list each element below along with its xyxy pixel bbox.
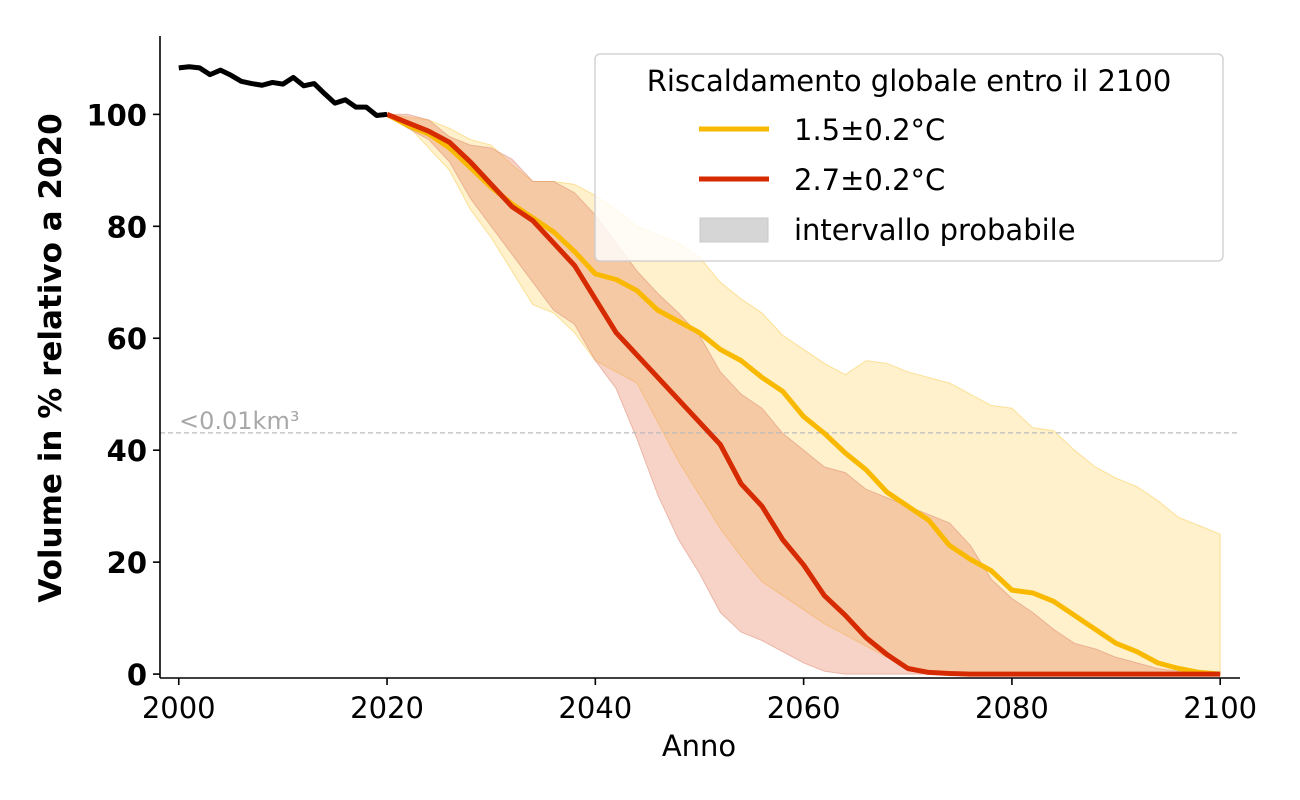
y-tick-label: 0 — [127, 658, 147, 692]
x-tick-label: 2100 — [1183, 691, 1257, 725]
axes — [159, 36, 1240, 679]
reference-line-label: <0.01km³ — [179, 407, 299, 435]
y-tick-label: 60 — [107, 322, 147, 356]
legend-label-1p5: 1.5±0.2°C — [794, 113, 945, 147]
x-ticks: 2000 2020 2040 2060 2080 2100 — [142, 678, 1257, 725]
line-historical — [178, 64, 388, 118]
legend-label-range: intervallo probabile — [794, 213, 1076, 247]
x-tick-label: 2040 — [558, 691, 632, 725]
y-tick-label: 80 — [107, 210, 147, 244]
y-axis-title: Volume in % relativo a 2020 — [33, 113, 69, 602]
legend-title: Riscaldamento globale entro il 2100 — [647, 64, 1172, 98]
legend-swatch-range — [699, 217, 769, 243]
legend-frame — [594, 53, 1224, 262]
line-2p7 — [386, 112, 1221, 677]
y-ticks: 0 20 40 60 80 100 — [86, 98, 160, 692]
legend: Riscaldamento globale entro il 2100 1.5±… — [594, 53, 1224, 262]
y-tick-label: 20 — [107, 546, 147, 580]
x-tick-label: 2060 — [767, 691, 841, 725]
series-lines — [178, 64, 1221, 677]
reference-line-group: <0.01km³ — [160, 407, 1240, 435]
x-tick-label: 2000 — [142, 691, 216, 725]
x-tick-label: 2020 — [350, 691, 424, 725]
y-tick-label: 100 — [86, 98, 147, 132]
legend-label-2p7: 2.7±0.2°C — [794, 163, 945, 197]
x-axis-title: Anno — [662, 729, 736, 763]
y-tick-label: 40 — [107, 434, 147, 468]
x-tick-label: 2080 — [975, 691, 1049, 725]
